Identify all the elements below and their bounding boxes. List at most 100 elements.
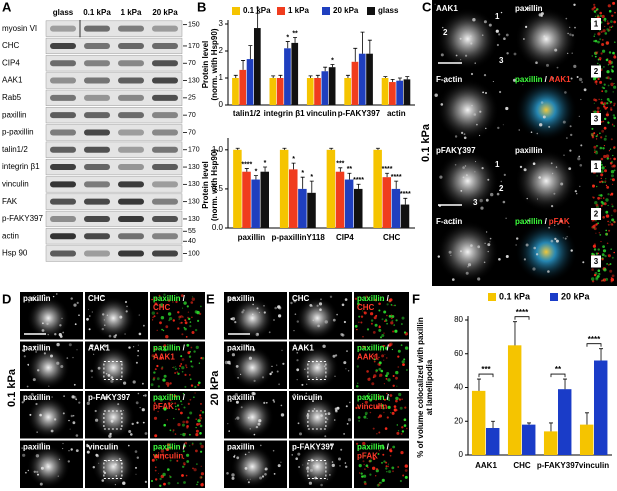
speck (261, 376, 265, 379)
speck (388, 399, 391, 402)
speck (122, 481, 126, 485)
speck (173, 417, 175, 420)
speck (566, 236, 568, 238)
blot-band (50, 198, 76, 205)
micrograph-content (224, 345, 285, 389)
speck (391, 411, 395, 415)
legend-label: glass (378, 6, 399, 15)
x-tick-label: AAK1 (475, 461, 497, 470)
micrograph-content (151, 441, 204, 487)
speck (231, 476, 235, 480)
bar (269, 78, 277, 105)
speck (523, 168, 527, 172)
roi-box (103, 361, 123, 380)
speck (229, 399, 232, 402)
blot-band (118, 250, 144, 257)
speck (154, 302, 158, 306)
speck (354, 297, 358, 300)
speck (605, 184, 608, 187)
speck (603, 197, 605, 199)
marker-label: 130 (188, 198, 200, 205)
speck (378, 356, 380, 358)
speck (607, 84, 610, 87)
speck (356, 442, 359, 445)
speck (518, 129, 520, 131)
speck (578, 155, 580, 158)
speck (356, 385, 359, 388)
speck (574, 190, 577, 193)
speck (602, 268, 604, 270)
bar (289, 169, 298, 228)
speck (236, 416, 240, 420)
speck (570, 249, 573, 252)
micrograph-content (590, 98, 616, 141)
merge-green: paxillin (153, 393, 181, 402)
speck (393, 408, 397, 412)
bar (358, 53, 366, 105)
speck (160, 449, 165, 453)
speck (335, 354, 338, 357)
speck (296, 320, 299, 323)
speck (332, 354, 336, 358)
speck (186, 453, 190, 457)
speck (167, 468, 170, 471)
speck (404, 475, 408, 479)
speck (234, 418, 236, 420)
speck (470, 72, 474, 76)
speck (235, 400, 239, 404)
speck (61, 317, 63, 319)
speck (593, 98, 596, 101)
speck (300, 345, 303, 349)
error-bar (347, 172, 352, 180)
speck (610, 248, 612, 250)
speck (195, 449, 198, 453)
speck (386, 392, 388, 395)
speck (385, 465, 388, 468)
cell-body (91, 445, 135, 488)
speck (153, 315, 156, 318)
speck (263, 305, 265, 307)
speck (98, 462, 100, 464)
speck (380, 298, 382, 300)
speck (76, 301, 79, 304)
speck (343, 361, 347, 365)
speck (519, 165, 523, 169)
micrograph-content (354, 295, 408, 339)
speck (601, 39, 604, 41)
speck (280, 461, 282, 463)
speck (496, 43, 499, 47)
speck (115, 475, 118, 477)
bar (486, 428, 500, 455)
micrograph-content (26, 293, 80, 340)
speck (375, 371, 377, 373)
speck (358, 420, 360, 422)
x-tick-label: CIP4 (336, 233, 354, 242)
speck (599, 11, 602, 15)
speck (198, 381, 201, 385)
error-bar (563, 378, 568, 390)
speck (611, 203, 613, 205)
cell-body (436, 78, 499, 141)
speck (169, 429, 172, 432)
speck (200, 450, 203, 453)
significance-star: **** (400, 191, 411, 198)
speck (599, 30, 601, 32)
micrograph (150, 292, 205, 340)
speck (156, 329, 158, 331)
speck (142, 382, 144, 385)
speck (385, 378, 388, 380)
merge-label: paxillin / vinculin (153, 443, 186, 461)
y-tick-label: 0 (459, 450, 464, 459)
speck (551, 205, 554, 208)
blot-band (118, 60, 144, 67)
speck (70, 414, 74, 418)
speck (154, 454, 158, 457)
micrograph-content (513, 3, 578, 70)
speck (379, 482, 381, 484)
speck (27, 363, 30, 366)
speck (611, 65, 614, 68)
blot-band (152, 198, 178, 205)
speck (358, 472, 361, 474)
bar (251, 179, 260, 228)
roi-number: 1 (495, 12, 500, 21)
